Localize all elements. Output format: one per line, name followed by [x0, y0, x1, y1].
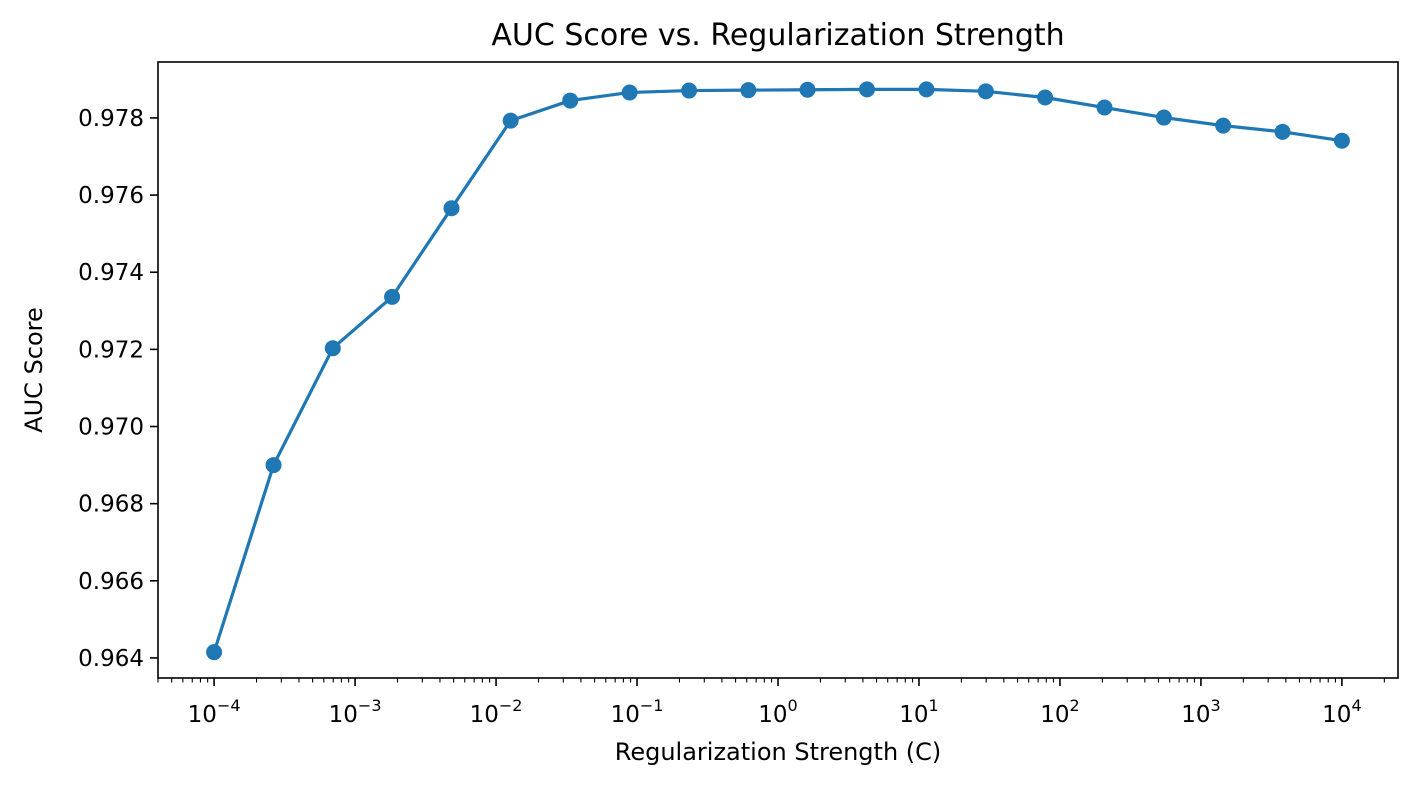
series-line	[212, 87, 1343, 653]
x-tick-exponent: −3	[358, 696, 382, 715]
x-axis-label: Regularization Strength (C)	[615, 738, 942, 766]
data-point	[1333, 132, 1350, 149]
y-tick-label: 0.964	[78, 646, 144, 672]
x-tick-label: 10−2	[470, 696, 523, 728]
data-point	[740, 82, 757, 99]
y-tick-label: 0.970	[78, 415, 144, 441]
x-tick-label: 10−4	[188, 696, 241, 728]
data-point	[502, 112, 519, 129]
x-tick-label: 100	[758, 696, 797, 728]
y-tick-label: 0.972	[78, 337, 144, 363]
x-tick-base: 10	[1181, 702, 1210, 728]
y-axis-label: AUC Score	[20, 307, 48, 433]
x-tick-label: 10−1	[611, 696, 664, 728]
data-point	[1037, 89, 1054, 106]
x-tick-label: 10−3	[329, 696, 382, 728]
y-tick-label: 0.976	[78, 183, 144, 209]
data-point	[1215, 117, 1232, 134]
chart-title: AUC Score vs. Regularization Strength	[491, 18, 1064, 53]
x-tick-exponent: 1	[929, 696, 939, 715]
x-tick-base: 10	[188, 702, 217, 728]
x-tick-label: 102	[1040, 696, 1079, 728]
data-point	[681, 82, 698, 99]
x-tick-label: 101	[899, 696, 938, 728]
y-tick-label: 0.978	[78, 106, 144, 132]
x-tick-exponent: −1	[640, 696, 664, 715]
x-tick-exponent: −2	[499, 696, 523, 715]
data-point	[562, 92, 579, 109]
y-axis-ticks: 0.964 0.966 0.968 0.970 0.972 0.974 0.976 0.978	[78, 106, 158, 672]
data-point	[1096, 99, 1113, 116]
x-axis-ticks: 10−4 10−3 10−2 10−1 100 101 102 103 104	[188, 678, 1362, 728]
data-point	[206, 644, 223, 661]
x-tick-exponent: 3	[1210, 696, 1220, 715]
x-tick-base: 10	[470, 702, 499, 728]
x-tick-exponent: 0	[788, 696, 798, 715]
x-tick-base: 10	[1040, 702, 1069, 728]
x-tick-exponent: 4	[1351, 696, 1361, 715]
series-markers	[206, 81, 1350, 661]
x-tick-base: 10	[758, 702, 787, 728]
data-point	[265, 457, 282, 474]
x-tick-base: 10	[1322, 702, 1351, 728]
data-point	[799, 81, 816, 98]
y-tick-label: 0.974	[78, 260, 144, 286]
data-point	[384, 288, 401, 305]
plot-area-frame	[157, 61, 1399, 679]
data-point	[859, 81, 876, 98]
y-tick-label: 0.966	[78, 569, 144, 595]
x-tick-label: 103	[1181, 696, 1220, 728]
data-point	[1155, 109, 1172, 126]
x-tick-exponent: 2	[1069, 696, 1079, 715]
data-point	[918, 81, 935, 98]
x-tick-base: 10	[611, 702, 640, 728]
data-point	[621, 84, 638, 101]
data-point	[977, 83, 994, 100]
x-tick-base: 10	[899, 702, 928, 728]
x-tick-label: 104	[1322, 696, 1361, 728]
x-tick-exponent: −4	[217, 696, 241, 715]
x-tick-base: 10	[329, 702, 358, 728]
data-point	[324, 340, 341, 357]
data-point	[443, 200, 460, 217]
y-tick-label: 0.968	[78, 492, 144, 518]
data-point	[1274, 123, 1291, 140]
